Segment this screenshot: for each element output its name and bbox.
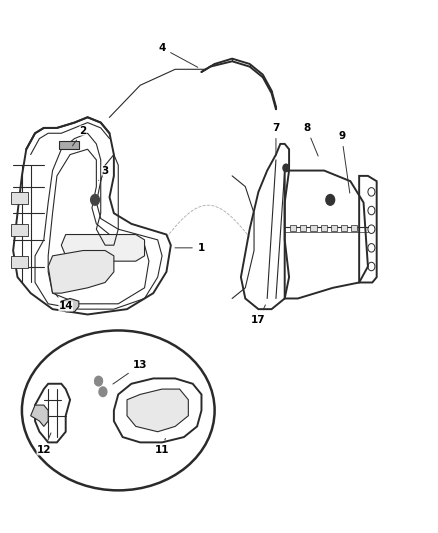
Polygon shape bbox=[48, 251, 114, 293]
Text: 4: 4 bbox=[159, 43, 198, 67]
Text: 1: 1 bbox=[175, 243, 205, 253]
FancyBboxPatch shape bbox=[311, 225, 317, 231]
Polygon shape bbox=[31, 405, 48, 426]
Circle shape bbox=[283, 164, 289, 172]
Circle shape bbox=[95, 376, 102, 386]
Text: 12: 12 bbox=[36, 433, 51, 455]
Text: 17: 17 bbox=[251, 305, 266, 325]
Text: 7: 7 bbox=[272, 123, 279, 156]
Circle shape bbox=[91, 195, 99, 205]
FancyBboxPatch shape bbox=[341, 225, 347, 231]
FancyBboxPatch shape bbox=[331, 225, 337, 231]
Circle shape bbox=[99, 387, 107, 397]
Polygon shape bbox=[61, 298, 79, 312]
FancyBboxPatch shape bbox=[290, 225, 296, 231]
Text: 11: 11 bbox=[155, 439, 170, 455]
Text: 13: 13 bbox=[113, 360, 148, 384]
Circle shape bbox=[326, 195, 335, 205]
FancyBboxPatch shape bbox=[321, 225, 327, 231]
FancyBboxPatch shape bbox=[11, 256, 28, 268]
Text: 9: 9 bbox=[338, 131, 350, 193]
Polygon shape bbox=[127, 389, 188, 432]
Text: 8: 8 bbox=[303, 123, 318, 156]
FancyBboxPatch shape bbox=[11, 192, 28, 204]
Text: 14: 14 bbox=[55, 294, 73, 311]
Text: 2: 2 bbox=[72, 126, 87, 146]
FancyBboxPatch shape bbox=[59, 141, 79, 149]
FancyBboxPatch shape bbox=[351, 225, 357, 231]
FancyBboxPatch shape bbox=[300, 225, 306, 231]
Polygon shape bbox=[61, 235, 145, 261]
FancyBboxPatch shape bbox=[11, 224, 28, 236]
Text: 3: 3 bbox=[99, 166, 109, 180]
